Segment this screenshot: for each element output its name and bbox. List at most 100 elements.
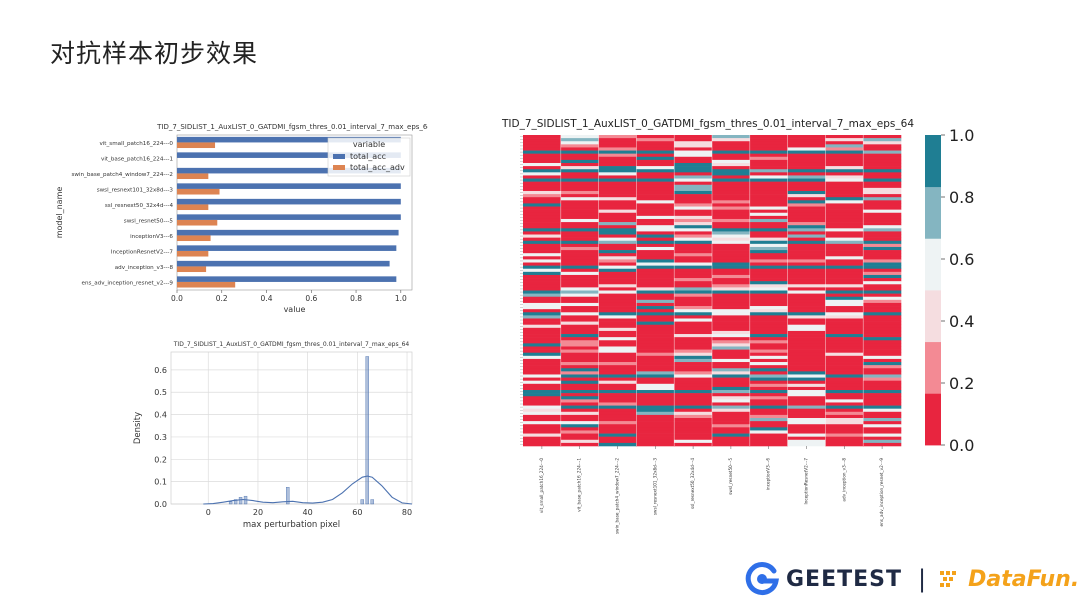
- heatmap-cell: [863, 371, 902, 375]
- heatmap-cell: [863, 390, 902, 394]
- heatmap-cell: [523, 421, 562, 425]
- heatmap-cell: [674, 166, 713, 170]
- heatmap-cell: [863, 299, 902, 304]
- heatmap-cell: [674, 402, 713, 406]
- heatmap-cell: [560, 296, 599, 301]
- heatmap-cell: [523, 411, 562, 416]
- heatmap-cell: [598, 262, 637, 266]
- heatmap-cell: [674, 240, 713, 245]
- heatmap-cell: [636, 156, 675, 161]
- colorbar-tick-label: 1.0: [949, 126, 974, 145]
- heatmap-cell: [598, 290, 637, 294]
- heatmap-cell: [787, 135, 826, 139]
- heatmap-cell: [598, 141, 637, 145]
- heatmap-cell: [863, 399, 902, 403]
- heatmap-cell: [863, 234, 902, 238]
- heatmap-cell: [636, 334, 675, 338]
- heatmap-cell: [674, 377, 713, 381]
- heatmap-cell: [598, 299, 637, 304]
- heatmap-cell: [712, 368, 751, 372]
- bar-total_acc: [177, 214, 401, 220]
- heatmap-cell: [598, 365, 637, 369]
- bar-category-label: swsl_resnext101_32x8d---3: [97, 187, 174, 193]
- heatmap-cell: [787, 327, 826, 332]
- heatmap-cell: [712, 175, 751, 179]
- column-label: swsl_resnet50---5: [728, 458, 733, 495]
- heatmap-cell: [749, 135, 788, 139]
- heatmap-cell: [787, 194, 826, 198]
- heatmap-cell: [825, 206, 864, 210]
- heatmap-cell: [787, 340, 826, 344]
- heatmap-cell: [598, 162, 637, 167]
- heatmap-cell: [560, 362, 599, 366]
- heatmap-cell: [825, 240, 864, 245]
- heatmap-cell: [674, 218, 713, 223]
- heatmap-cell: [863, 212, 902, 217]
- heatmap-cell: [560, 256, 599, 260]
- heatmap-cell: [674, 380, 713, 385]
- heatmap-cell: [787, 334, 826, 338]
- heatmap-cell: [749, 197, 788, 201]
- heatmap-cell: [560, 281, 599, 285]
- heatmap-cell: [674, 355, 713, 360]
- heatmap-cell: [712, 222, 751, 226]
- heatmap-cell: [712, 302, 751, 307]
- heatmap-cell: [749, 318, 788, 322]
- heatmap-cell: [712, 321, 751, 326]
- heatmap-cell: [863, 197, 902, 201]
- heatmap-cell: [712, 334, 751, 338]
- heatmap-cell: [560, 218, 599, 223]
- y-tick-label: 0.2: [154, 455, 167, 464]
- heatmap-cell: [825, 424, 864, 428]
- heatmap-cell: [523, 390, 562, 394]
- heatmap-cell: [598, 268, 637, 273]
- heatmap-cell: [598, 346, 637, 350]
- heatmap-cell: [825, 433, 864, 437]
- heatmap-cell: [636, 396, 675, 400]
- heatmap-cell: [636, 175, 675, 179]
- heatmap-cell: [787, 436, 826, 441]
- heatmap-cell: [825, 278, 864, 282]
- heatmap-cell: [523, 365, 562, 369]
- heatmap-cell: [598, 362, 637, 366]
- heatmap-cell: [787, 218, 826, 223]
- heatmap-cell: [825, 362, 864, 366]
- heatmap-cell: [749, 411, 788, 416]
- heatmap-cell: [712, 271, 751, 276]
- heatmap-cell: [674, 246, 713, 251]
- heatmap-cell: [749, 206, 788, 210]
- bar-category-label: swin_base_patch4_window7_224---2: [71, 172, 173, 178]
- heatmap-cell: [598, 315, 637, 319]
- heatmap-cell: [523, 402, 562, 406]
- heatmap-cell: [560, 240, 599, 245]
- heatmap-cell: [825, 296, 864, 301]
- heatmap-cell: [863, 427, 902, 431]
- heatmap-cell: [749, 377, 788, 381]
- heatmap-cell: [787, 240, 826, 245]
- heatmap-cell: [523, 281, 562, 285]
- heatmap-cell: [749, 274, 788, 279]
- heatmap-cell: [749, 312, 788, 316]
- heatmap-cell: [523, 156, 562, 161]
- heatmap-cell: [523, 414, 562, 419]
- y-tick-label: 0.6: [154, 366, 167, 375]
- heatmap-cell: [598, 334, 637, 338]
- heatmap-cell: [749, 330, 788, 335]
- heatmap-cell: [560, 262, 599, 266]
- heatmap-cell: [560, 265, 599, 270]
- colorbar-tick-label: 0.0: [949, 436, 974, 455]
- heatmap-cell: [523, 439, 562, 444]
- heatmap-cell: [674, 212, 713, 217]
- heatmap-cell: [523, 309, 562, 313]
- heatmap-cell: [674, 427, 713, 431]
- heatmap-cell: [749, 150, 788, 154]
- x-tick-label: 80: [402, 508, 412, 517]
- heatmap-cell: [749, 281, 788, 285]
- heatmap-cell: [825, 181, 864, 186]
- heatmap-cell: [749, 399, 788, 403]
- heatmap-cell: [749, 172, 788, 176]
- heatmap-cell: [560, 169, 599, 173]
- heatmap-cell: [749, 309, 788, 313]
- heatmap-cell: [560, 156, 599, 161]
- heatmap-cell: [749, 296, 788, 301]
